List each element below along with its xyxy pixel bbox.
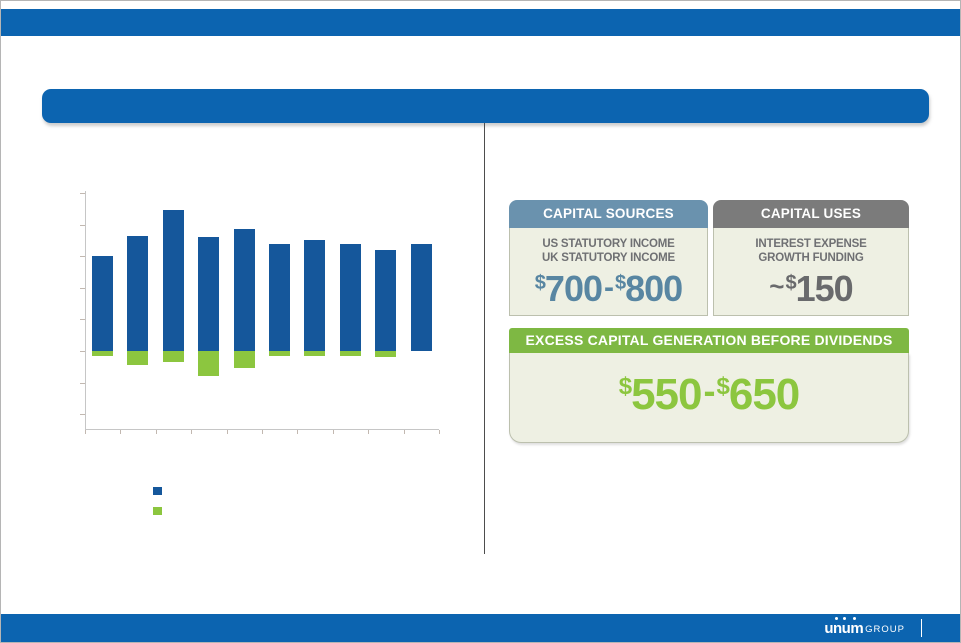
bar-segment-negative <box>375 351 397 358</box>
legend-item <box>153 481 273 501</box>
dollar-sign: $ <box>716 373 730 400</box>
bar-segment-negative <box>304 351 326 356</box>
y-axis-tick <box>80 224 85 226</box>
unum-group-logo: unum GROUP <box>824 614 922 642</box>
bar-chart-plot <box>80 191 441 434</box>
capital-uses-body: INTEREST EXPENSE GROWTH FUNDING ~ $150 <box>713 228 909 316</box>
top-accent-bar <box>1 9 960 36</box>
x-axis-tick <box>332 430 334 434</box>
y-axis <box>85 191 86 430</box>
excess-capital-header: EXCESS CAPITAL GENERATION BEFORE DIVIDEN… <box>509 328 909 353</box>
bar-segment-negative <box>92 351 113 356</box>
capital-sources-line: US STATUTORY INCOME <box>542 238 675 250</box>
bar-segment-positive <box>375 249 397 351</box>
bar-segment-negative <box>127 351 149 366</box>
legend-swatch-blue <box>153 487 162 495</box>
capital-sources-amount: $700- $800 <box>534 268 683 309</box>
slide-title-bar <box>42 89 929 123</box>
y-axis-tick <box>80 319 85 321</box>
x-axis-tick <box>120 430 122 434</box>
bar-chart <box>80 191 441 434</box>
capital-uses-header: CAPITAL USES <box>713 200 909 228</box>
logo-group-wordmark: GROUP <box>865 623 905 635</box>
capital-uses-line: GROWTH FUNDING <box>758 252 864 264</box>
y-axis-tick <box>80 193 85 194</box>
bar-segment-positive <box>339 243 361 351</box>
chart-legend <box>153 481 273 521</box>
capital-uses-box: CAPITAL USES INTEREST EXPENSE GROWTH FUN… <box>713 200 909 316</box>
excess-capital-amount: $550-$650 <box>618 370 801 419</box>
dollar-sign: $ <box>618 373 632 400</box>
x-axis-tick <box>262 430 263 434</box>
x-axis-tick <box>191 430 193 434</box>
legend-item <box>153 501 273 521</box>
logo-dot <box>843 616 847 620</box>
bar-segment-negative <box>269 351 290 356</box>
capital-sources-header: CAPITAL SOURCES <box>509 200 708 228</box>
bar-segment-positive <box>198 237 220 351</box>
dollar-sign: $ <box>785 272 796 294</box>
excess-capital-body: $550-$650 <box>509 353 909 443</box>
bottom-accent-bar <box>1 614 960 642</box>
x-axis-tick <box>226 430 228 434</box>
logo-unum-wordmark: unum <box>824 616 864 636</box>
capital-sources-box: CAPITAL SOURCES US STATUTORY INCOME UK S… <box>509 200 708 316</box>
capital-sources-line: UK STATUTORY INCOME <box>542 252 675 264</box>
bar-segment-negative <box>162 351 184 363</box>
vertical-divider <box>484 123 485 554</box>
y-axis-tick <box>80 414 85 416</box>
logo-separator-line <box>921 619 922 637</box>
bar-segment-positive <box>410 243 432 351</box>
legend-swatch-green <box>153 507 162 515</box>
bar-segment-negative <box>339 351 361 356</box>
logo-dot <box>853 616 857 620</box>
x-axis-tick <box>368 430 370 434</box>
capital-uses-line: INTEREST EXPENSE <box>755 238 867 250</box>
y-axis-tick <box>80 287 85 289</box>
y-axis-tick <box>80 256 85 258</box>
bar-segment-positive <box>162 210 184 351</box>
capital-panel: CAPITAL SOURCES US STATUTORY INCOME UK S… <box>509 200 909 443</box>
bar-segment-positive <box>233 229 255 351</box>
x-axis-tick <box>85 430 86 434</box>
capital-sources-body: US STATUTORY INCOME UK STATUTORY INCOME … <box>509 228 708 316</box>
x-axis-tick <box>403 430 405 434</box>
y-axis-tick <box>80 351 85 352</box>
capital-uses-amount: ~ $150 <box>769 268 853 309</box>
x-axis <box>85 429 439 430</box>
bar-segment-negative <box>233 351 255 369</box>
dollar-sign: $ <box>534 272 546 294</box>
dollar-sign: $ <box>615 272 626 294</box>
y-axis-tick <box>80 382 85 384</box>
logo-dot <box>835 616 839 620</box>
bar-segment-negative <box>198 351 220 377</box>
bar-segment-positive <box>269 243 290 351</box>
bar-segment-positive <box>92 256 113 351</box>
x-axis-tick <box>155 430 157 434</box>
approx-sign: ~ <box>769 271 784 301</box>
x-axis-tick <box>297 430 299 434</box>
x-axis-tick <box>439 430 440 434</box>
bar-segment-positive <box>304 240 326 351</box>
bar-segment-positive <box>127 235 149 351</box>
